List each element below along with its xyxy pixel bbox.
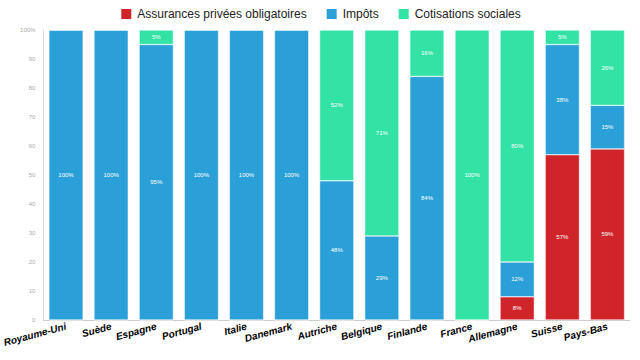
svg-text:90: 90 — [29, 56, 36, 62]
svg-text:30: 30 — [29, 230, 36, 236]
svg-text:29%: 29% — [376, 275, 389, 281]
svg-text:Autriche: Autriche — [295, 321, 338, 343]
svg-text:59%: 59% — [601, 231, 614, 237]
svg-text:5%: 5% — [558, 34, 567, 40]
svg-text:Impôts: Impôts — [343, 7, 379, 21]
svg-text:38%: 38% — [556, 97, 569, 103]
svg-text:50: 50 — [29, 172, 36, 178]
svg-text:5%: 5% — [152, 34, 161, 40]
svg-text:Suisse: Suisse — [530, 321, 564, 340]
svg-text:80: 80 — [29, 85, 36, 91]
svg-text:100%: 100% — [194, 172, 210, 178]
svg-text:100%: 100% — [103, 172, 119, 178]
svg-text:France: France — [439, 320, 474, 340]
svg-text:100%: 100% — [284, 172, 300, 178]
svg-text:26%: 26% — [601, 65, 614, 71]
svg-text:Italie: Italie — [223, 320, 248, 338]
svg-text:60: 60 — [29, 143, 36, 149]
svg-text:0: 0 — [32, 317, 36, 323]
svg-text:70: 70 — [29, 114, 36, 120]
svg-text:10: 10 — [29, 288, 36, 294]
svg-text:71%: 71% — [376, 130, 389, 136]
svg-text:84%: 84% — [421, 195, 434, 201]
svg-text:Suède: Suède — [81, 321, 113, 340]
svg-text:100%: 100% — [239, 172, 255, 178]
svg-text:Allemagne: Allemagne — [466, 321, 519, 345]
svg-text:48%: 48% — [331, 247, 344, 253]
svg-text:80%: 80% — [511, 143, 524, 149]
svg-text:100%: 100% — [464, 172, 480, 178]
svg-text:52%: 52% — [331, 102, 344, 108]
svg-text:40: 40 — [29, 201, 36, 207]
svg-text:20: 20 — [29, 259, 36, 265]
svg-text:15%: 15% — [601, 124, 614, 130]
svg-text:Finlande: Finlande — [386, 321, 429, 342]
svg-text:100%: 100% — [58, 172, 74, 178]
svg-text:Danemark: Danemark — [243, 321, 293, 344]
svg-text:Cotisations sociales: Cotisations sociales — [415, 7, 521, 21]
svg-text:Royaume-Uni: Royaume-Uni — [2, 321, 67, 348]
svg-text:Portugal: Portugal — [161, 321, 203, 342]
svg-text:16%: 16% — [421, 50, 434, 56]
svg-text:95%: 95% — [150, 179, 163, 185]
svg-text:Belgique: Belgique — [340, 321, 384, 343]
svg-text:8%: 8% — [513, 305, 522, 311]
svg-text:12%: 12% — [511, 276, 524, 282]
svg-text:57%: 57% — [556, 234, 569, 240]
svg-text:Espagne: Espagne — [115, 321, 159, 343]
svg-text:100%: 100% — [20, 27, 36, 33]
svg-text:Pays-Bas: Pays-Bas — [563, 321, 610, 343]
svg-text:Assurances privées obligatoire: Assurances privées obligatoires — [137, 7, 306, 21]
